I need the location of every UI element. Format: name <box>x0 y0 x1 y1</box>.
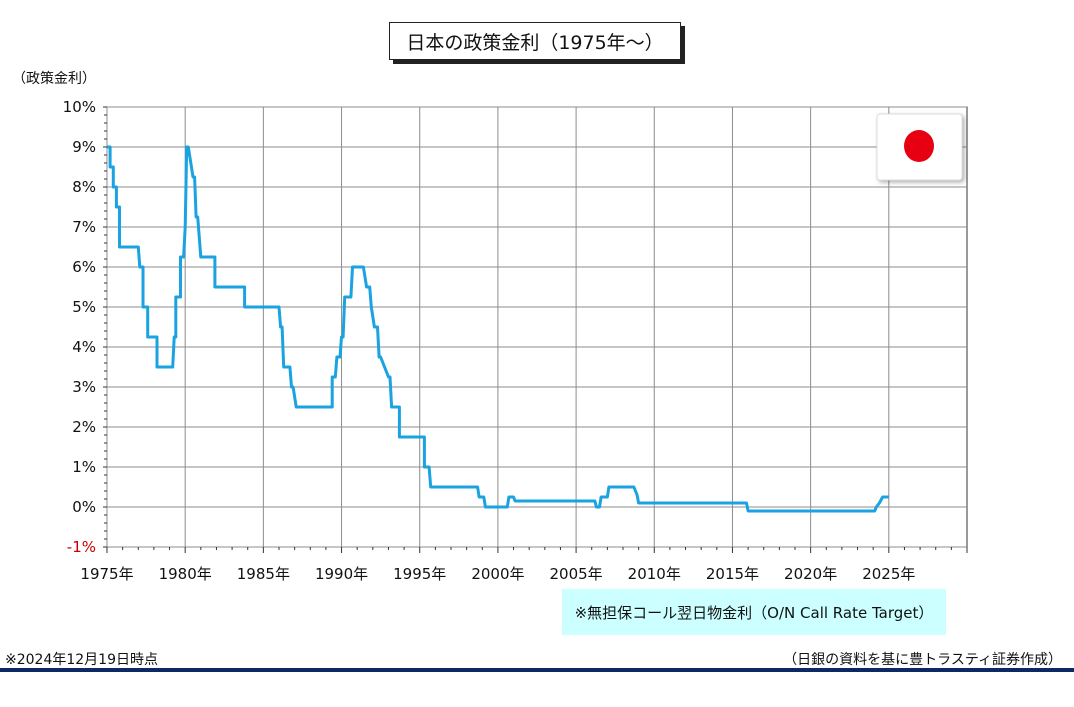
x-tick-label: 1980年 <box>159 565 212 583</box>
x-tick-label: 2005年 <box>549 565 602 583</box>
x-tick-label: 2000年 <box>471 565 524 583</box>
x-tick-label: 2010年 <box>628 565 681 583</box>
y-tick-label: -1% <box>67 538 96 556</box>
x-tick-label: 1975年 <box>80 565 133 583</box>
plot-area-border <box>106 106 968 548</box>
grid-lines <box>106 106 968 548</box>
y-tick-label: 10% <box>63 98 96 116</box>
chart-title: 日本の政策金利（1975年～） <box>389 22 681 60</box>
bottom-rule <box>0 668 1074 672</box>
japan-flag-icon <box>876 113 963 181</box>
x-tick-label: 2015年 <box>706 565 759 583</box>
rate-note: ※無担保コール翌日物金利（O/N Call Rate Target） <box>562 589 946 635</box>
x-tick-label: 1985年 <box>237 565 290 583</box>
y-tick-label: 1% <box>72 458 96 476</box>
x-tick-label: 2020年 <box>784 565 837 583</box>
x-tick-label: 1990年 <box>315 565 368 583</box>
x-tick-label: 2025年 <box>862 565 915 583</box>
x-tick-label: 1995年 <box>393 565 446 583</box>
y-tick-label: 9% <box>72 138 96 156</box>
y-axis-label: （政策金利） <box>12 71 96 87</box>
x-axis-ticks: 1975年 1980年 1985年 1990年 1995年 2000年 2005年 2010年… <box>80 547 968 583</box>
y-axis-ticks: -1% 0% 1% 2% 3% 4% 5% 6% 7% 8% 9% 10% <box>63 98 107 556</box>
y-tick-label: 6% <box>72 258 96 276</box>
y-tick-label: 8% <box>72 178 96 196</box>
y-tick-label: 3% <box>72 378 96 396</box>
as-of-date: ※2024年12月19日時点 <box>5 652 158 668</box>
y-tick-label: 4% <box>72 338 96 356</box>
y-tick-label: 7% <box>72 218 96 236</box>
y-tick-label: 5% <box>72 298 96 316</box>
source-credit: （日銀の資料を基に豊トラスティ証券作成） <box>783 652 1062 668</box>
series-line-policy-rate <box>107 145 889 513</box>
y-tick-label: 2% <box>72 418 96 436</box>
y-tick-label: 0% <box>72 498 96 516</box>
